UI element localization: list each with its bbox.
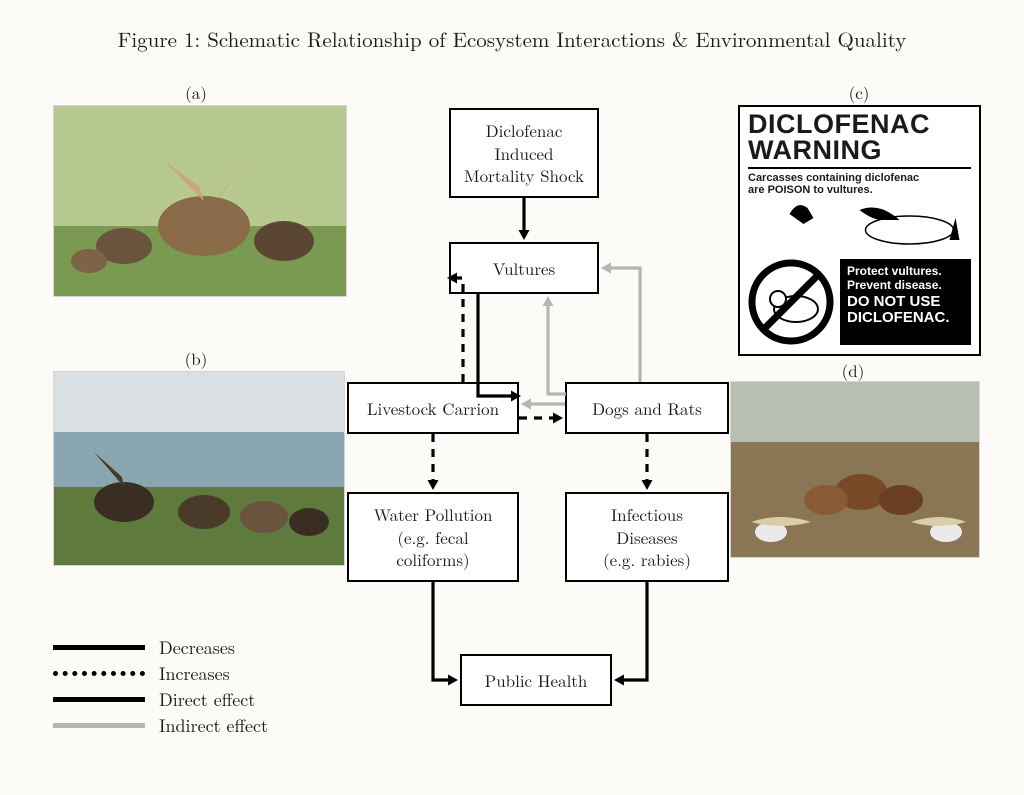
poster-box3: DO NOT USE — [847, 294, 964, 310]
image-a — [53, 105, 347, 297]
legend: Decreases Increases Direct effect Indire… — [53, 634, 268, 738]
caption-c: (c) — [834, 80, 884, 104]
poster-line1: Carcasses containing diclofenac — [748, 172, 971, 184]
node-dogs: Dogs and Rats — [565, 382, 729, 434]
poster-box4: DICLOFENAC. — [847, 310, 964, 326]
node-diclofenac: Diclofenac Induced Mortality Shock — [449, 108, 599, 198]
caption-a: (a) — [171, 80, 221, 104]
poster-box1: Protect vultures. — [847, 264, 964, 278]
poster-line2: are POISON to vultures. — [748, 184, 971, 196]
node-health: Public Health — [460, 654, 612, 706]
node-vultures: Vultures — [449, 242, 599, 294]
poster-subtitle: WARNING — [748, 138, 971, 164]
legend-row: Decreases — [53, 634, 268, 660]
legend-label: Indirect effect — [159, 713, 268, 738]
node-carrion: Livestock Carrion — [347, 382, 519, 434]
legend-label: Decreases — [159, 635, 235, 660]
caption-d: (d) — [828, 358, 878, 382]
legend-row: Direct effect — [53, 686, 268, 712]
node-infect: Infectious Diseases (e.g. rabies) — [565, 492, 729, 582]
figure-title: Figure 1: Schematic Relationship of Ecos… — [0, 24, 1024, 54]
image-d — [730, 381, 980, 558]
poster-title: DICLOFENAC — [748, 112, 971, 138]
legend-row: Indirect effect — [53, 712, 268, 738]
image-b — [53, 371, 345, 566]
legend-label: Direct effect — [159, 687, 255, 712]
caption-b: (b) — [171, 346, 221, 370]
image-c-poster: DICLOFENAC WARNING Carcasses containing … — [738, 105, 981, 356]
legend-row: Increases — [53, 660, 268, 686]
node-water: Water Pollution (e.g. fecal coliforms) — [347, 492, 519, 582]
poster-box2: Prevent disease. — [847, 278, 964, 292]
legend-label: Increases — [159, 661, 230, 686]
